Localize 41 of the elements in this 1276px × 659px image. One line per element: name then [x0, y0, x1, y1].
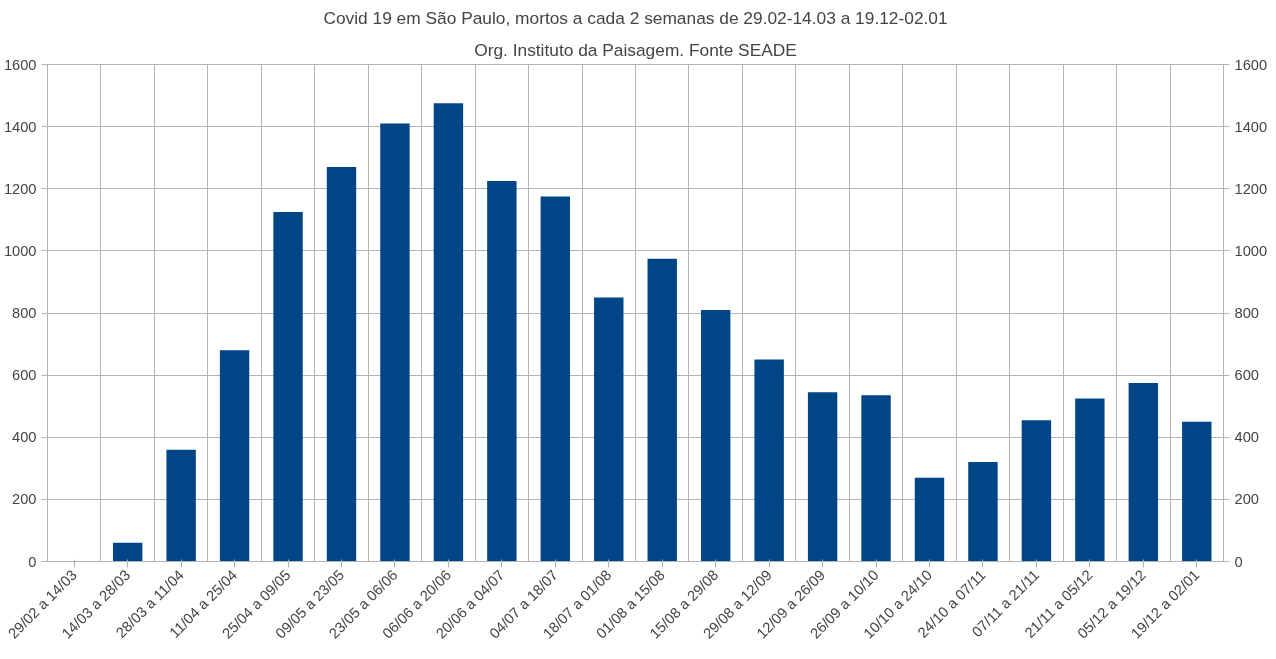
- y-tick-label: 1400: [3, 118, 37, 135]
- bar: [1021, 420, 1052, 562]
- bar: [807, 392, 838, 562]
- y2-tick-label: 1400: [1234, 118, 1268, 135]
- y-tick-label: 400: [12, 429, 37, 446]
- bar: [326, 167, 357, 562]
- bar: [594, 297, 624, 562]
- bar: [754, 359, 784, 562]
- bar: [968, 462, 998, 562]
- y-tick-label: 600: [12, 367, 37, 384]
- y2-tick-label: 1600: [1234, 56, 1268, 73]
- y2-tick-label: 1200: [1234, 180, 1268, 197]
- bar: [380, 123, 410, 562]
- y2-tick-label: 200: [1234, 491, 1259, 508]
- bar: [112, 542, 143, 562]
- bar: [219, 350, 250, 562]
- y2-tick-label: 1000: [1234, 242, 1268, 259]
- bar: [861, 395, 891, 562]
- chart-title: Covid 19 em São Paulo, mortos a cada 2 semanas de 29.02-14.03 a 19.12-02.01: [323, 7, 948, 28]
- y2-tick-label: 400: [1234, 429, 1259, 446]
- bar: [914, 477, 945, 562]
- y-tick-label: 1600: [3, 56, 37, 73]
- chart-subtitle: Org. Instituto da Paisagem. Fonte SEADE: [474, 39, 797, 60]
- y-tick-label: 200: [12, 491, 37, 508]
- bar: [540, 196, 571, 562]
- y-tick-label: 800: [12, 305, 37, 321]
- bar: [1128, 382, 1159, 562]
- bar: [273, 212, 303, 562]
- y-tick-label: 1000: [3, 242, 37, 259]
- bar: [700, 309, 731, 562]
- bar: [433, 103, 464, 562]
- y-tick-label: 0: [28, 553, 37, 570]
- y2-tick-label: 0: [1234, 553, 1243, 570]
- y-tick-label: 1200: [3, 180, 37, 197]
- bar: [166, 449, 196, 562]
- y2-tick-label: 600: [1234, 367, 1259, 384]
- bar: [647, 258, 677, 562]
- bar: [1182, 421, 1212, 562]
- bar: [487, 180, 517, 562]
- bar: [1075, 398, 1105, 562]
- y2-tick-label: 800: [1234, 305, 1259, 321]
